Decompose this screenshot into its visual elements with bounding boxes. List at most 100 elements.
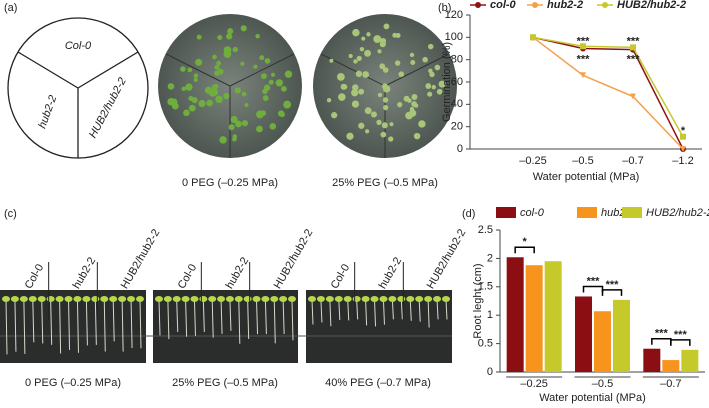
seedling [410,60,416,65]
seedling [214,64,220,70]
seedling [193,77,198,83]
seedling [348,53,353,59]
seedling [264,58,271,64]
seedling [73,296,82,302]
seedling [431,84,436,90]
seedling [76,299,79,353]
seedling [264,299,267,334]
annotation: *** [577,36,591,48]
annotation: *** [627,36,641,48]
y-tick-label: 0 [457,143,463,155]
seedling [365,129,370,134]
seedling [329,299,332,327]
seedling [229,299,232,331]
seedling [261,296,270,302]
seedling [136,296,144,302]
seedling [346,132,354,140]
x-axis-label: Water potential (MPa) [539,392,646,404]
bar [643,348,661,372]
seedling [215,95,223,104]
y-tick-label: 1.5 [478,281,493,293]
y-tick-label: 120 [445,9,463,21]
seedling [14,299,17,352]
seedling [394,60,401,66]
bar [613,299,630,372]
x-tick-label: –0.5 [592,378,613,390]
seedling [283,100,292,109]
seedling [223,92,230,100]
seedling [241,91,247,97]
seedling [187,67,193,73]
seedling [109,296,118,302]
seedling [377,49,382,54]
seedling [409,52,415,58]
seedling [284,70,293,78]
y-tick-label: 2 [487,252,493,264]
seedling [391,299,394,320]
seedling [180,66,186,72]
seedling [268,79,274,85]
marker [580,72,586,79]
seedling [139,299,142,349]
seedling [216,60,222,66]
seedling [217,34,223,41]
legend-marker [602,2,608,8]
seedling [273,299,276,344]
x-tick-label: –0.25 [520,378,548,390]
seedling [94,299,97,345]
seedling [388,296,397,302]
seedling [261,73,267,80]
seedling [434,64,441,71]
genotype-label: Col-0 [329,262,353,291]
seedling [5,299,8,355]
genotype-label: HUB2/hub2-2 [425,227,469,291]
seedling [235,120,242,128]
seedling [411,93,418,100]
seedling [356,55,362,62]
seedling [241,120,249,127]
seedling [244,103,249,108]
y-tick-label: 1 [487,309,493,321]
seedling [353,59,358,64]
seedling [263,84,271,91]
seedling [240,61,245,66]
seedling [183,109,190,117]
legend-label: col-0 [520,207,545,219]
seedling [243,296,252,302]
seedling [336,72,345,81]
seedling [326,97,332,103]
seedling [388,136,394,142]
seedling [418,299,421,322]
genotype-label: Col-0 [176,262,200,291]
bracket [670,339,691,346]
genotype-label: hub2-2 [224,255,252,291]
seedling [191,97,198,104]
y-axis-label: Germination (%) [441,42,453,122]
seedling [364,107,372,115]
seedling [279,296,288,302]
seedling [269,122,277,130]
genotype-label: HUB2/hub2-2 [119,227,163,291]
seedling [343,296,352,302]
seedling [91,296,100,302]
seedling [253,64,258,69]
caption: 25% PEG (–0.5 MPa) [332,177,438,189]
seedling [280,85,287,92]
legend-swatch [577,207,597,218]
seedling [382,83,388,90]
x-tick-label: –1.2 [672,155,693,167]
panel-label: (a) [4,2,17,14]
seedling [438,80,446,88]
photo [158,14,457,158]
caption: 0 PEG (–0.25 MPa) [25,377,121,389]
seedling [234,296,243,302]
caption: 25% PEG (–0.5 MPa) [172,377,278,389]
seedling [406,296,415,302]
legend-marker [475,2,481,8]
seedling [347,299,350,321]
seedling [230,115,238,124]
seedling [270,72,276,77]
seedlings [2,262,450,355]
seedling [188,104,196,112]
seedling [374,299,377,327]
